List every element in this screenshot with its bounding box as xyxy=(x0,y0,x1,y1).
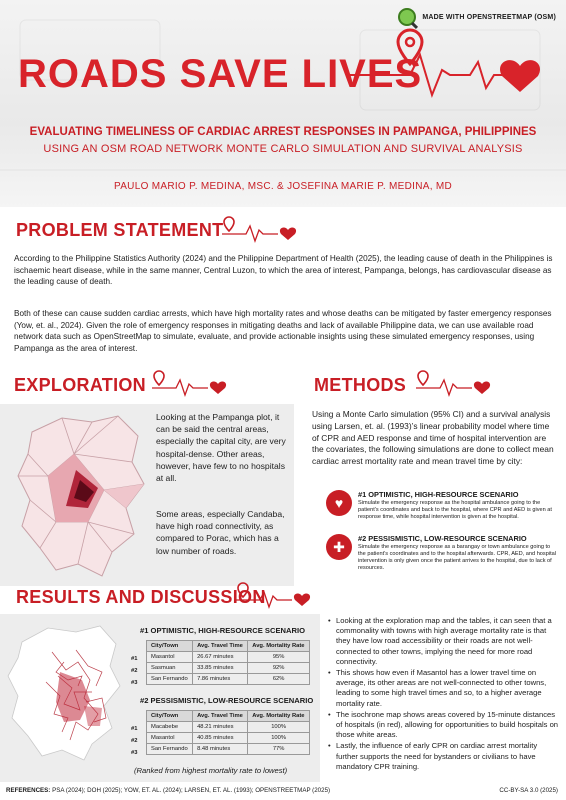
isochrone-map xyxy=(7,625,121,761)
table-2-title: #2 PESSISMISTIC, LOW-RESOURCE SCENARIO xyxy=(140,696,314,705)
hero-banner: MADE WITH OPENSTREETMAP (OSM) ROADS SAVE… xyxy=(0,0,566,207)
rate-cell: 100% xyxy=(247,721,310,733)
subtitle-primary: EVALUATING TIMELINESS OF CARDIAC ARREST … xyxy=(29,126,537,138)
hero-background-graphic xyxy=(0,19,566,171)
rate-cell: 92% xyxy=(247,662,310,674)
scenario-title: #2 PESSISMISTIC, LOW-RESOURCE SCENARIO xyxy=(358,534,527,543)
ambulance-icon: ✚ xyxy=(326,534,352,560)
problem-paragraph-1: According to the Philippine Statistics A… xyxy=(14,254,553,287)
heartbeat-heart-icon xyxy=(222,216,297,243)
references-label: REFERENCES: xyxy=(6,787,51,794)
rank-label: #3 xyxy=(131,750,138,756)
osm-magnifier-icon xyxy=(398,8,417,26)
references-line: REFERENCES: PSA (2024); DOH (2025); YOW,… xyxy=(6,787,330,794)
column-header: Avg. Travel Time xyxy=(192,640,249,652)
list-item: The isochrone map shows areas covered by… xyxy=(328,710,560,741)
city-cell: San Fernando xyxy=(145,743,194,755)
heart-pulse-icon: ♥ xyxy=(326,490,352,516)
table-row: San Fernando 8.48 minutes 77% xyxy=(145,743,310,755)
methods-intro: Using a Monte Carlo simulation (95% CI) … xyxy=(312,409,554,467)
problem-paragraph-2: Both of these can cause sudden cardiac a… xyxy=(14,309,552,353)
city-cell: Macabebe xyxy=(145,721,194,733)
time-cell: 40.85 minutes xyxy=(192,732,249,744)
time-cell: 26.67 minutes xyxy=(192,651,249,663)
pin-heartbeat-graphic xyxy=(350,28,541,99)
table-1-title: #1 OPTIMISTIC, HIGH-RESOURCE SCENARIO xyxy=(140,626,305,635)
table-row: Sasmuan 33.85 minutes 92% xyxy=(145,662,310,674)
time-cell: 48.21 minutes xyxy=(192,721,249,733)
city-cell: Sasmuan xyxy=(145,662,194,674)
scenario-text: Simulate the emergency response as the h… xyxy=(358,500,552,520)
ranking-note: (Ranked from highest mortality rate to l… xyxy=(134,766,288,775)
table-row: San Fernando 7.86 minutes 62% xyxy=(145,673,310,685)
results-heading: RESULTS AND DISCUSSION xyxy=(16,587,266,607)
table-row: Masantol 40.85 minutes 100% xyxy=(145,732,310,744)
rate-cell: 95% xyxy=(247,651,310,663)
time-cell: 8.48 minutes xyxy=(192,743,249,755)
page-title: ROADS SAVE LIVES xyxy=(18,52,423,96)
scenario-optimistic: ♥ #1 OPTIMISTIC, HIGH-RESOURCE SCENARIO … xyxy=(326,490,556,521)
city-cell: Masantol xyxy=(145,732,194,744)
table-row: Macabebe 48.21 minutes 100% xyxy=(145,721,310,733)
rate-cell: 100% xyxy=(247,732,310,744)
exploration-heading: EXPLORATION xyxy=(14,375,146,395)
rank-label: #3 xyxy=(131,680,138,686)
rank-label: #2 xyxy=(131,668,138,674)
rank-label: #1 xyxy=(131,656,138,662)
rate-cell: 77% xyxy=(247,743,310,755)
table-row: Masantol 26.67 minutes 95% xyxy=(145,651,310,663)
exploration-paragraph-2: Some areas, especially Candaba, have hig… xyxy=(156,509,285,556)
city-cell: Masantol xyxy=(145,651,194,663)
results-table-optimistic: City/Town Avg. Travel Time Avg. Mortalit… xyxy=(145,640,310,685)
list-item: Looking at the exploration map and the t… xyxy=(328,616,560,667)
license-text: CC-BY-SA 3.0 (2025) xyxy=(499,787,558,794)
column-header: City/Town xyxy=(145,640,194,652)
time-cell: 33.85 minutes xyxy=(192,662,249,674)
heartbeat-heart-icon xyxy=(416,370,491,397)
city-cell: San Fernando xyxy=(145,673,194,685)
time-cell: 7.86 minutes xyxy=(192,673,249,685)
results-bullets: Looking at the exploration map and the t… xyxy=(328,616,560,773)
problem-statement-heading: PROBLEM STATEMENT xyxy=(16,220,224,240)
scenario-title: #1 OPTIMISTIC, HIGH-RESOURCE SCENARIO xyxy=(358,490,519,499)
subtitle-secondary: USING AN OSM ROAD NETWORK MONTE CARLO SI… xyxy=(43,143,523,155)
list-item: This shows how even if Masantol has a lo… xyxy=(328,668,560,709)
osm-badge: MADE WITH OPENSTREETMAP (OSM) xyxy=(398,8,556,26)
column-header: Avg. Mortality Rate xyxy=(247,710,310,722)
scenario-text: Simulate the emergency response as a bar… xyxy=(358,544,556,571)
heartbeat-heart-icon xyxy=(152,370,227,397)
scenario-pessimistic: ✚ #2 PESSISMISTIC, LOW-RESOURCE SCENARIO… xyxy=(326,534,556,572)
heartbeat-heart-icon xyxy=(236,582,311,609)
authors-line: PAULO MARIO P. MEDINA, MSC. & JOSEFINA M… xyxy=(113,181,452,192)
osm-badge-text: MADE WITH OPENSTREETMAP (OSM) xyxy=(422,13,556,21)
column-header: Avg. Travel Time xyxy=(192,710,249,722)
references-text: PSA (2024); DOH (2025); YOW, ET. AL. (20… xyxy=(52,787,331,794)
column-header: City/Town xyxy=(145,710,194,722)
exploration-paragraph-1: Looking at the Pampanga plot, it can be … xyxy=(156,412,286,484)
column-header: Avg. Mortality Rate xyxy=(247,640,310,652)
pampanga-hospital-map xyxy=(17,415,145,577)
rank-label: #2 xyxy=(131,738,138,744)
rate-cell: 62% xyxy=(247,673,310,685)
list-item: Lastly, the influence of early CPR on ca… xyxy=(328,741,560,772)
rank-label: #1 xyxy=(131,726,138,732)
methods-heading: METHODS xyxy=(314,375,407,395)
results-table-pessimistic: City/Town Avg. Travel Time Avg. Mortalit… xyxy=(145,710,310,755)
